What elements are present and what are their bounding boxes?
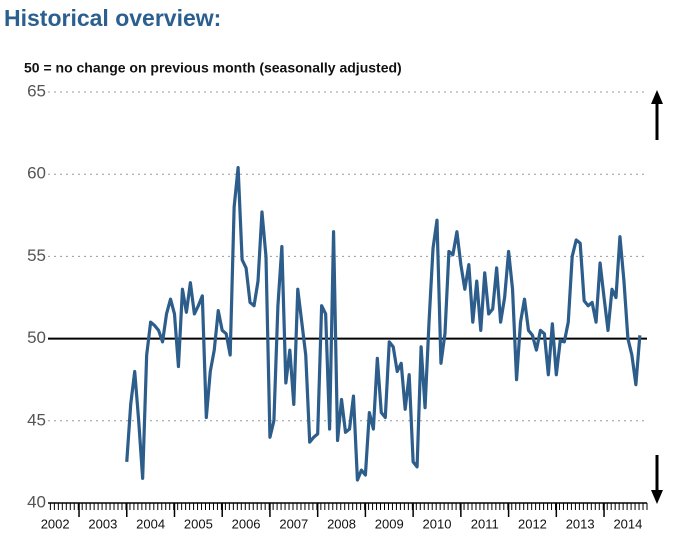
data-line — [125, 166, 642, 482]
x-tick-label: 2002 — [41, 516, 70, 531]
x-tick-label: 2014 — [613, 516, 642, 531]
x-tick-label: 2010 — [423, 516, 452, 531]
y-tick-label: 50 — [27, 328, 46, 347]
y-tick-label: 60 — [27, 164, 46, 183]
x-tick-label: 2011 — [471, 516, 499, 531]
x-tick-label: 2009 — [375, 516, 404, 531]
chart-title: Historical overview: — [4, 5, 221, 31]
y-tick-label: 55 — [27, 246, 46, 265]
x-tick-label: 2008 — [327, 516, 356, 531]
chart-subtitle: 50 = no change on previous month (season… — [24, 60, 402, 76]
x-tick-label: 2006 — [232, 516, 261, 531]
x-tick-label: 2012 — [518, 516, 547, 531]
x-tick-label: 2007 — [279, 516, 308, 531]
y-tick-label: 45 — [27, 410, 46, 429]
x-tick-label: 2013 — [566, 516, 595, 531]
arrows — [651, 90, 663, 504]
x-tick-label: 2005 — [184, 516, 213, 531]
y-tick-label: 65 — [27, 81, 46, 100]
x-tick-label: 2003 — [88, 516, 117, 531]
x-tick-label: 2004 — [136, 516, 165, 531]
y-tick-label: 40 — [27, 492, 46, 511]
